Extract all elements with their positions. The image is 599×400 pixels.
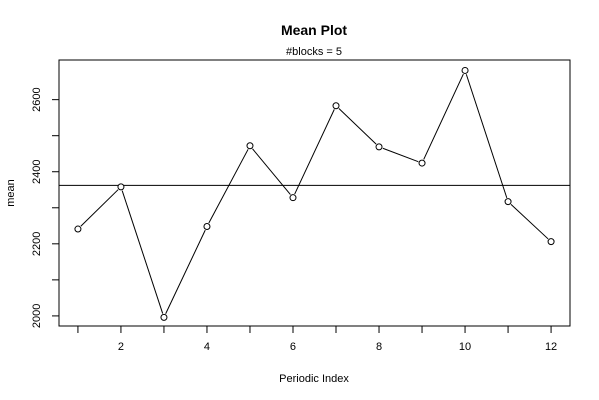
- x-tick-label: 10: [459, 341, 471, 353]
- data-point: [504, 198, 512, 206]
- chart-subtitle: #blocks = 5: [286, 46, 342, 58]
- data-point: [246, 142, 254, 150]
- series-segment: [252, 148, 291, 195]
- series-segment: [338, 108, 377, 145]
- series-segment: [423, 73, 464, 160]
- data-point: [547, 238, 555, 246]
- y-tick-label: 2000: [31, 304, 43, 328]
- series-segment: [382, 147, 419, 163]
- y-tick-label: 2400: [31, 159, 43, 183]
- y-axis-label: mean: [5, 179, 17, 207]
- y-tick-label: 2600: [31, 87, 43, 111]
- series-segment: [121, 190, 164, 314]
- series-segment: [80, 189, 119, 227]
- data-point: [117, 183, 125, 191]
- data-point: [418, 159, 426, 167]
- data-point: [74, 225, 82, 233]
- data-point: [332, 102, 340, 110]
- data-point: [375, 143, 383, 151]
- data-point: [289, 194, 297, 202]
- data-point: [160, 313, 168, 321]
- series-segment: [208, 149, 249, 224]
- chart-title: Mean Plot: [281, 22, 347, 38]
- x-tick-label: 6: [290, 341, 296, 353]
- data-point: [461, 66, 469, 74]
- x-tick-label: 12: [545, 341, 557, 353]
- series-segment: [165, 229, 206, 314]
- x-tick-label: 2: [118, 341, 124, 353]
- y-tick-label: 2200: [31, 232, 43, 256]
- x-tick-label: 4: [204, 341, 210, 353]
- series-segment: [465, 74, 508, 199]
- series-segment: [294, 109, 335, 195]
- data-point: [203, 223, 211, 231]
- y-axis-ticks: 2000 2200 2400 2600: [31, 87, 59, 328]
- series-segment: [510, 204, 549, 240]
- series-group: [74, 66, 555, 321]
- x-axis-ticks: 2 4 6 8 10 12: [77, 326, 557, 353]
- plot-area-box: [58, 59, 571, 327]
- x-axis-label: Periodic Index: [279, 373, 349, 385]
- x-tick-label: 8: [376, 341, 382, 353]
